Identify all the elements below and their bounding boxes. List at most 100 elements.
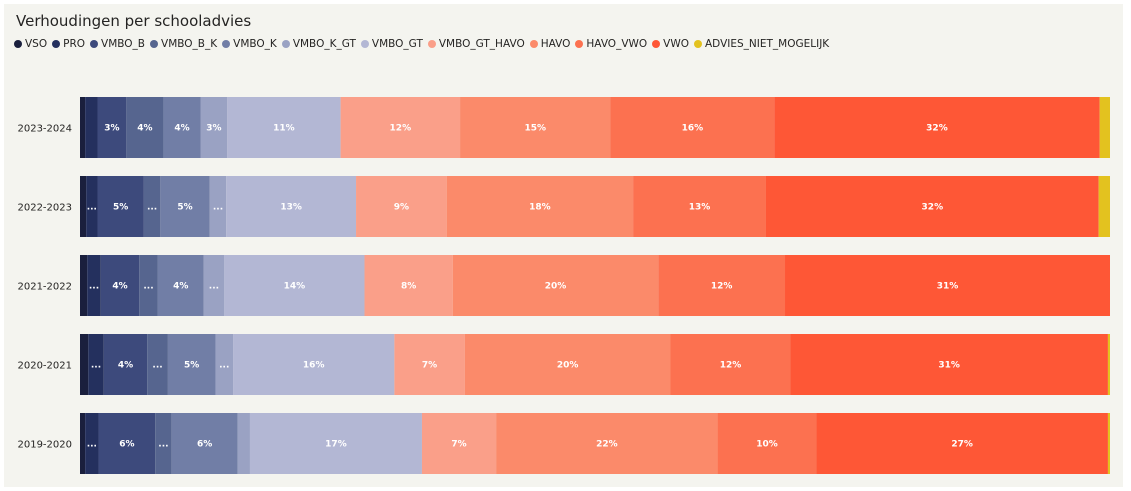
data-label: ... [158, 440, 168, 450]
bar-segment-vmbo-gt[interactable] [227, 97, 341, 158]
legend-item-advies-niet-mogelijk[interactable]: ADVIES_NIET_MOGELIJK [694, 38, 829, 50]
legend-item-vmbo-gt-havo[interactable]: VMBO_GT_HAVO [427, 38, 525, 50]
legend-marker [14, 40, 22, 48]
bar-segment-vso[interactable] [80, 97, 86, 158]
legend-marker [360, 40, 369, 48]
data-label: 11% [273, 124, 295, 134]
data-label: ... [87, 203, 97, 213]
bar-segment-advies-niet-mogelijk[interactable] [1107, 413, 1110, 474]
legend-marker [529, 40, 538, 48]
bar-segment-vwo[interactable] [816, 413, 1108, 474]
bar-segment-havo-vwo[interactable] [717, 413, 817, 474]
bar-segment-vmbo-gt[interactable] [249, 413, 422, 474]
bar-segment-vwo[interactable] [790, 334, 1108, 395]
legend-item-vso[interactable]: VSO [14, 38, 47, 50]
bar-segment-havo[interactable] [452, 255, 659, 316]
legend-marker [150, 40, 159, 48]
bar-segment-vso[interactable] [80, 176, 87, 237]
bar-segment-havo[interactable] [496, 413, 718, 474]
data-label: 27% [951, 440, 973, 450]
bar-segment-vmbo-gt-havo[interactable] [364, 255, 453, 316]
legend-item-havo-vwo[interactable]: HAVO_VWO [575, 38, 647, 50]
bar-segment-havo-vwo[interactable] [658, 255, 786, 316]
legend-label: VMBO_B_K [161, 38, 218, 50]
legend-label: VMBO_K_GT [292, 38, 356, 50]
legend-label: VSO [25, 38, 48, 50]
bar-segment-vmbo-gt-havo[interactable] [340, 97, 461, 158]
bar-segment-vmbo-k-gt[interactable] [215, 334, 234, 395]
bar-segment-havo-vwo[interactable] [670, 334, 791, 395]
legend-item-vmbo-k[interactable]: VMBO_K [222, 38, 277, 50]
legend-label: HAVO [540, 38, 571, 50]
bar-segment-advies-niet-mogelijk[interactable] [1098, 176, 1110, 237]
data-label: 32% [922, 203, 944, 213]
bar-segment-vmbo-gt-havo[interactable] [394, 334, 465, 395]
bar-segment-vwo[interactable] [774, 97, 1100, 158]
bar-segment-vmbo-k-gt[interactable] [209, 176, 227, 237]
data-label: 3% [206, 124, 221, 134]
bar-segment-vso[interactable] [80, 255, 88, 316]
data-label: ... [152, 361, 162, 371]
bar-segment-vso[interactable] [80, 413, 86, 474]
legend-item-vmbo-k-gt[interactable]: VMBO_K_GT [281, 38, 356, 50]
bar-segment-vmbo-k-gt[interactable] [203, 255, 225, 316]
bar-segment-vmbo-k[interactable] [167, 334, 216, 395]
legend-item-vmbo-b[interactable]: VMBO_B [90, 38, 145, 50]
data-label: 4% [137, 124, 152, 134]
legend-label: VMBO_GT [371, 38, 423, 50]
data-label: 4% [173, 282, 188, 292]
bar-segment-vwo[interactable] [785, 255, 1110, 316]
bar-segment-pro[interactable] [85, 97, 98, 158]
bar-segment-vmbo-b[interactable] [103, 334, 148, 395]
bar-segment-vmbo-b[interactable] [97, 176, 144, 237]
category-label: 2019-2020 [17, 440, 72, 451]
data-label: 5% [177, 203, 192, 213]
bar-segment-vmbo-k[interactable] [163, 97, 201, 158]
bar-segment-vmbo-b[interactable] [100, 255, 140, 316]
legend-item-pro[interactable]: PRO [52, 38, 85, 50]
bar-segment-vmbo-b-k[interactable] [143, 176, 161, 237]
bar-segment-vmbo-b[interactable] [98, 413, 156, 474]
legend: VSO PRO VMBO_B VMBO_B_K VMBO_K VMBO_K_GT VMBO_… [14, 38, 834, 50]
bar-segment-vmbo-gt-havo[interactable] [421, 413, 497, 474]
bar-segment-havo[interactable] [464, 334, 671, 395]
data-label: 17% [325, 440, 347, 450]
category-label: 2022-2023 [17, 203, 72, 214]
bar-segment-vso[interactable] [80, 334, 89, 395]
bar-segment-pro[interactable] [85, 413, 99, 474]
bar-segment-vmbo-k[interactable] [157, 255, 204, 316]
bar-segment-pro[interactable] [86, 176, 98, 237]
legend-item-havo[interactable]: HAVO [529, 38, 571, 50]
bar-segment-vmbo-gt[interactable] [233, 334, 395, 395]
bar-segment-havo[interactable] [446, 176, 634, 237]
bar-segment-vmbo-gt[interactable] [226, 176, 357, 237]
bar-segment-pro[interactable] [87, 255, 101, 316]
data-label: 7% [451, 440, 466, 450]
bar-segment-vmbo-b-k[interactable] [126, 97, 164, 158]
data-label: 13% [280, 203, 302, 213]
bar-segment-vmbo-b-k[interactable] [147, 334, 168, 395]
bar-segment-vmbo-k-gt[interactable] [200, 97, 228, 158]
legend-marker [427, 40, 436, 48]
bar-segment-havo-vwo[interactable] [633, 176, 766, 237]
bar-segment-vmbo-b-k[interactable] [139, 255, 158, 316]
bar-segment-vwo[interactable] [765, 176, 1099, 237]
data-label: 8% [401, 282, 416, 292]
bar-segment-vmbo-gt[interactable] [224, 255, 365, 316]
bar-segment-advies-niet-mogelijk[interactable] [1107, 334, 1110, 395]
bar-segment-vmbo-b[interactable] [97, 97, 127, 158]
bar-segment-vmbo-k-gt[interactable] [237, 413, 250, 474]
bar-segment-vmbo-k[interactable] [160, 176, 210, 237]
legend-item-vmbo-gt[interactable]: VMBO_GT [360, 38, 423, 50]
bar-segment-havo[interactable] [460, 97, 611, 158]
legend-label: ADVIES_NIET_MOGELIJK [705, 38, 830, 50]
bar-segment-advies-niet-mogelijk[interactable] [1099, 97, 1110, 158]
bar-segment-vmbo-b-k[interactable] [155, 413, 172, 474]
legend-item-vmbo-b-k[interactable]: VMBO_B_K [150, 38, 217, 50]
bar-segment-havo-vwo[interactable] [610, 97, 775, 158]
bar-segment-vmbo-k[interactable] [171, 413, 238, 474]
legend-item-vwo[interactable]: VWO [652, 38, 689, 50]
bar-segment-pro[interactable] [88, 334, 104, 395]
bar-segment-vmbo-gt-havo[interactable] [356, 176, 447, 237]
